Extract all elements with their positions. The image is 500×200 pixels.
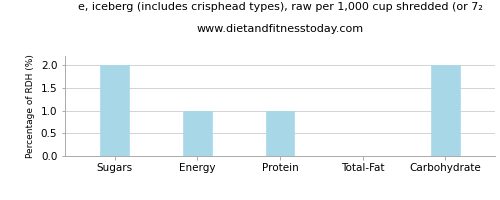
Y-axis label: Percentage of RDH (%): Percentage of RDH (%) xyxy=(26,54,35,158)
Bar xyxy=(431,65,460,156)
Bar xyxy=(183,111,212,156)
Bar xyxy=(100,65,129,156)
Bar xyxy=(266,111,294,156)
Text: www.dietandfitnesstoday.com: www.dietandfitnesstoday.com xyxy=(196,24,364,34)
Text: e, iceberg (includes crisphead types), raw per 1,000 cup shredded (or 7₂: e, iceberg (includes crisphead types), r… xyxy=(78,2,482,12)
